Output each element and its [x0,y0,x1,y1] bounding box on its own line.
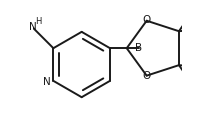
Text: O: O [143,71,151,81]
Text: N: N [29,22,37,32]
Text: B: B [135,43,142,53]
Text: N: N [43,77,51,87]
Text: H: H [35,18,41,26]
Text: O: O [143,15,151,25]
